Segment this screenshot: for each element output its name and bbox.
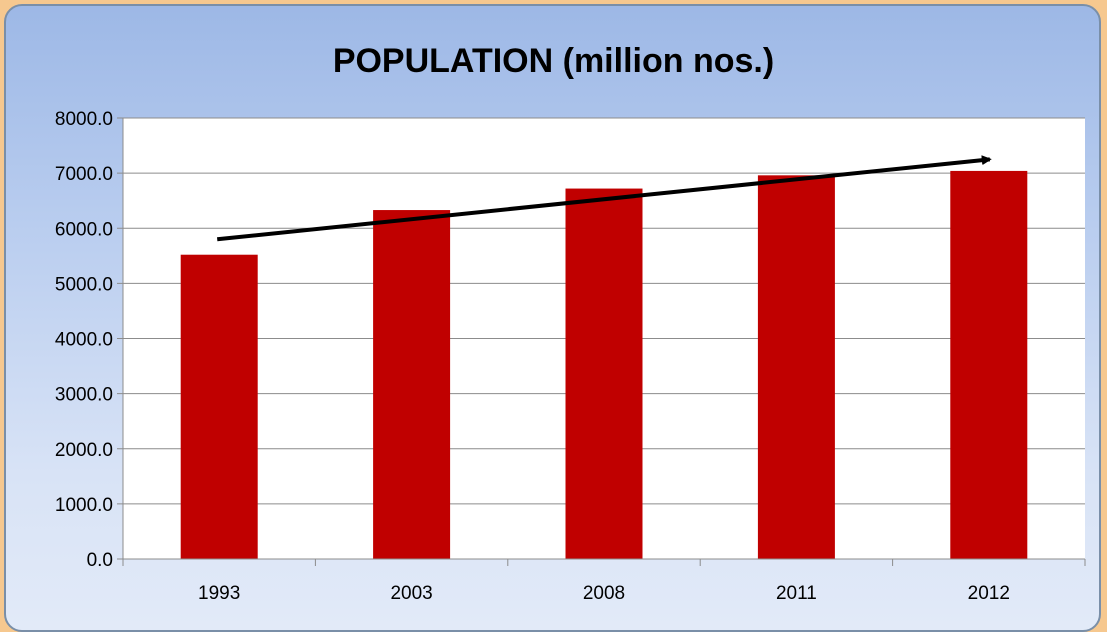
y-tick-label: 2000.0 [55, 440, 113, 461]
x-tick-label: 2012 [968, 583, 1010, 604]
bar [757, 175, 835, 559]
x-tick-label: 2011 [776, 583, 817, 604]
bar [373, 210, 451, 559]
x-tick-label: 1993 [198, 583, 240, 604]
x-tick-label: 2008 [583, 583, 625, 604]
bar [565, 188, 643, 559]
y-tick-label: 5000.0 [55, 274, 113, 295]
y-tick-label: 3000.0 [55, 385, 113, 406]
bar [180, 254, 258, 559]
y-tick-label: 4000.0 [55, 330, 113, 351]
y-tick-label: 0.0 [87, 550, 113, 571]
y-tick-label: 6000.0 [55, 219, 113, 240]
y-tick-label: 7000.0 [55, 164, 113, 185]
y-tick-label: 8000.0 [55, 109, 113, 130]
chart-title: POPULATION (million nos.) [332, 42, 775, 80]
x-tick-label: 2003 [390, 583, 432, 604]
bar [950, 170, 1028, 560]
y-tick-label: 1000.0 [55, 495, 113, 516]
trend-arrow [216, 155, 992, 242]
